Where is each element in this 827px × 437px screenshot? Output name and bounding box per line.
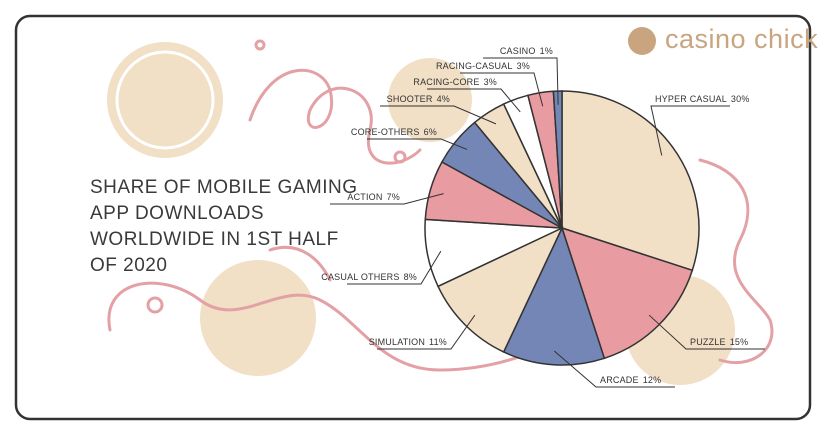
leader-line <box>483 57 559 105</box>
slice-label: CORE-OTHERS 6% <box>351 127 437 137</box>
leader-line <box>330 193 444 205</box>
leader-line <box>377 314 476 350</box>
leader-line <box>553 350 675 388</box>
value-label: 3% <box>517 61 530 71</box>
slice-label: SHOOTER 4% <box>387 94 450 104</box>
value-label: 1% <box>540 46 553 56</box>
category-label: CORE-OTHERS <box>351 127 420 137</box>
category-label: RACING-CASUAL <box>436 61 513 71</box>
leader-line <box>347 250 442 285</box>
category-label: SIMULATION <box>369 337 425 347</box>
value-label: 15% <box>730 337 749 347</box>
chart-title: SHARE OF MOBILE GAMING APP DOWNLOADS WOR… <box>90 177 358 276</box>
category-label: RACING-CORE <box>413 77 479 87</box>
category-label: SHOOTER <box>387 94 433 104</box>
category-label: CASINO <box>500 46 536 56</box>
slice-label: CASINO 1% <box>500 46 553 56</box>
value-label: 30% <box>731 94 750 104</box>
slice-label: CASUAL OTHERS 8% <box>321 272 417 282</box>
slice-label: PUZZLE 15% <box>690 337 748 347</box>
value-label: 12% <box>643 375 662 385</box>
leader-line <box>427 88 521 113</box>
category-label: CASUAL OTHERS <box>321 272 399 282</box>
brand-logo: casino chick <box>665 24 819 54</box>
value-label: 8% <box>404 272 417 282</box>
category-label: ACTION <box>347 192 382 202</box>
category-label: HYPER CASUAL <box>655 94 727 104</box>
leader-line <box>648 314 765 350</box>
slice-label: SIMULATION 11% <box>369 337 447 347</box>
value-label: 6% <box>424 127 437 137</box>
slice-label: HYPER CASUAL 30% <box>655 94 750 104</box>
pie-slice <box>561 90 700 272</box>
category-label: ARCADE <box>600 375 639 385</box>
pie-slice <box>437 226 564 353</box>
pie-slice <box>502 225 606 366</box>
pie-slice <box>560 226 694 360</box>
value-label: 4% <box>437 94 450 104</box>
slice-label: RACING-CORE 3% <box>413 77 497 87</box>
value-label: 11% <box>429 337 447 347</box>
leader-line <box>367 138 468 150</box>
leader-line <box>460 72 544 107</box>
slice-label: ARCADE 12% <box>600 375 661 385</box>
category-label: PUZZLE <box>690 337 726 347</box>
slice-label: RACING-CASUAL 3% <box>436 61 530 71</box>
slice-label: ACTION 7% <box>347 192 400 202</box>
leader-line <box>650 105 730 156</box>
value-label: 3% <box>484 77 497 87</box>
leader-line <box>380 105 497 125</box>
value-label: 7% <box>387 192 400 202</box>
